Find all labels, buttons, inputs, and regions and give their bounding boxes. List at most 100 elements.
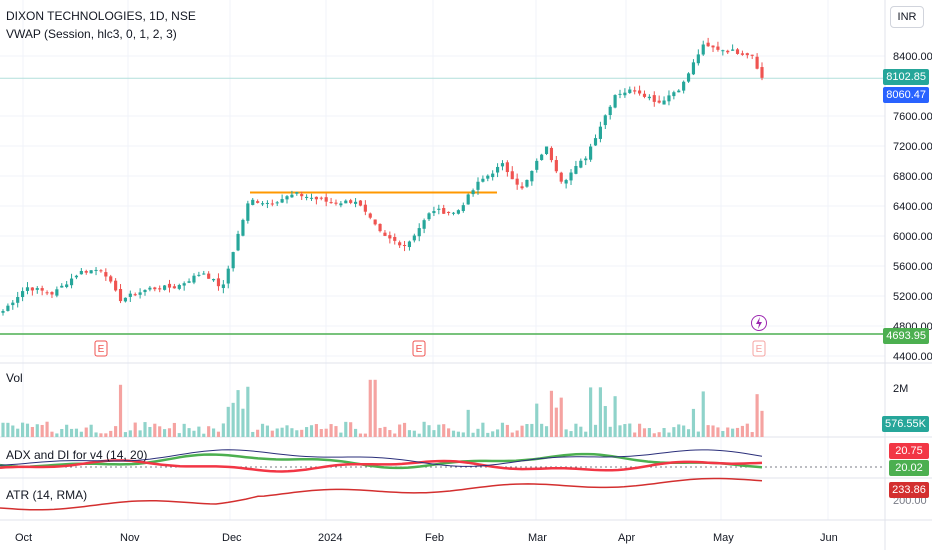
volume-bar xyxy=(353,428,358,437)
volume-bar xyxy=(40,424,44,437)
candle xyxy=(549,147,554,161)
candle xyxy=(711,45,715,48)
di-plus-tag: 20.75 xyxy=(889,443,929,459)
candle xyxy=(123,297,128,302)
candle xyxy=(437,208,441,210)
volume-bar xyxy=(535,403,539,437)
candle xyxy=(525,179,529,187)
volume-bar xyxy=(211,428,216,437)
candle xyxy=(505,162,509,173)
candle xyxy=(172,286,176,289)
candle xyxy=(109,276,113,282)
candle xyxy=(476,181,480,190)
candle xyxy=(412,235,416,241)
volume-bar xyxy=(530,423,534,437)
candle xyxy=(731,49,735,51)
candle xyxy=(1,311,5,313)
candle xyxy=(579,160,583,168)
volume-bar xyxy=(711,425,715,437)
volume-bar xyxy=(202,433,206,437)
volume-legend[interactable]: Vol xyxy=(6,371,23,385)
volume-bar xyxy=(701,391,705,437)
volume-bar xyxy=(158,426,162,437)
candle xyxy=(628,89,632,93)
vwap-legend[interactable]: VWAP (Session, hlc3, 0, 1, 2, 3) xyxy=(6,27,177,41)
candle xyxy=(314,196,318,200)
volume-bar xyxy=(246,386,250,437)
candle xyxy=(138,292,142,295)
currency-button[interactable]: INR xyxy=(890,6,924,28)
volume-bar xyxy=(598,387,602,437)
earnings-label: E xyxy=(98,344,105,355)
candle xyxy=(402,245,407,247)
price-tick-label: 6400.00 xyxy=(893,201,932,213)
volume-bar xyxy=(118,384,123,437)
volume-bar xyxy=(696,431,700,437)
volume-bar xyxy=(603,406,607,437)
candle xyxy=(211,279,216,281)
volume-bar xyxy=(437,424,441,437)
volume-bar xyxy=(226,406,230,437)
volume-bar xyxy=(505,424,509,437)
volume-bar xyxy=(378,427,382,437)
candle xyxy=(275,202,279,204)
volume-bar xyxy=(461,432,465,437)
volume-bar xyxy=(21,422,25,437)
volume-bar xyxy=(182,423,186,437)
candle xyxy=(750,54,754,56)
price-tick-label: 4400.00 xyxy=(893,351,932,363)
candle xyxy=(642,93,647,97)
adx-legend[interactable]: ADX and DI for v4 (14, 20) xyxy=(6,448,148,462)
candle xyxy=(461,205,465,212)
volume-bar xyxy=(187,428,191,437)
candle xyxy=(373,219,377,225)
volume-bar xyxy=(172,422,176,437)
candle xyxy=(309,197,314,199)
volume-bar xyxy=(491,431,495,437)
candle xyxy=(383,232,387,236)
candle xyxy=(682,81,686,91)
candle xyxy=(500,163,505,167)
candle xyxy=(182,283,186,286)
candle xyxy=(535,160,539,170)
atr-legend[interactable]: ATR (14, RMA) xyxy=(6,488,88,502)
candle xyxy=(593,138,598,146)
candle xyxy=(153,287,157,290)
candle xyxy=(187,281,191,283)
candle xyxy=(657,100,661,103)
candle xyxy=(637,90,642,94)
volume-bar xyxy=(236,390,240,437)
candle xyxy=(677,90,681,93)
candle xyxy=(603,115,607,126)
price-tick-label: 5600.00 xyxy=(893,261,932,273)
candle xyxy=(471,190,475,195)
volume-bar xyxy=(251,431,255,437)
candle xyxy=(94,269,98,271)
candle xyxy=(363,204,367,212)
candle xyxy=(344,200,348,204)
candle xyxy=(495,166,500,173)
volume-bar xyxy=(30,426,34,437)
volume-bar xyxy=(11,425,15,437)
volume-tick-label: 2M xyxy=(893,383,908,395)
volume-bar xyxy=(84,427,88,437)
candle xyxy=(456,210,460,214)
symbol-title[interactable]: DIXON TECHNOLOGIES, 1D, NSE xyxy=(6,9,196,23)
candle xyxy=(422,220,426,229)
candle xyxy=(740,53,744,55)
volume-bar xyxy=(520,425,524,437)
candle xyxy=(716,46,720,50)
candle xyxy=(221,284,225,289)
volume-bar xyxy=(79,431,83,437)
volume-bar xyxy=(329,424,333,437)
volume-bar xyxy=(760,410,764,437)
candle xyxy=(691,62,696,75)
candle xyxy=(442,208,446,214)
volume-bar xyxy=(525,424,529,437)
candle xyxy=(584,158,588,161)
volume-bar xyxy=(207,426,211,437)
volume-bar xyxy=(500,422,505,437)
earnings-label: E xyxy=(756,344,763,355)
